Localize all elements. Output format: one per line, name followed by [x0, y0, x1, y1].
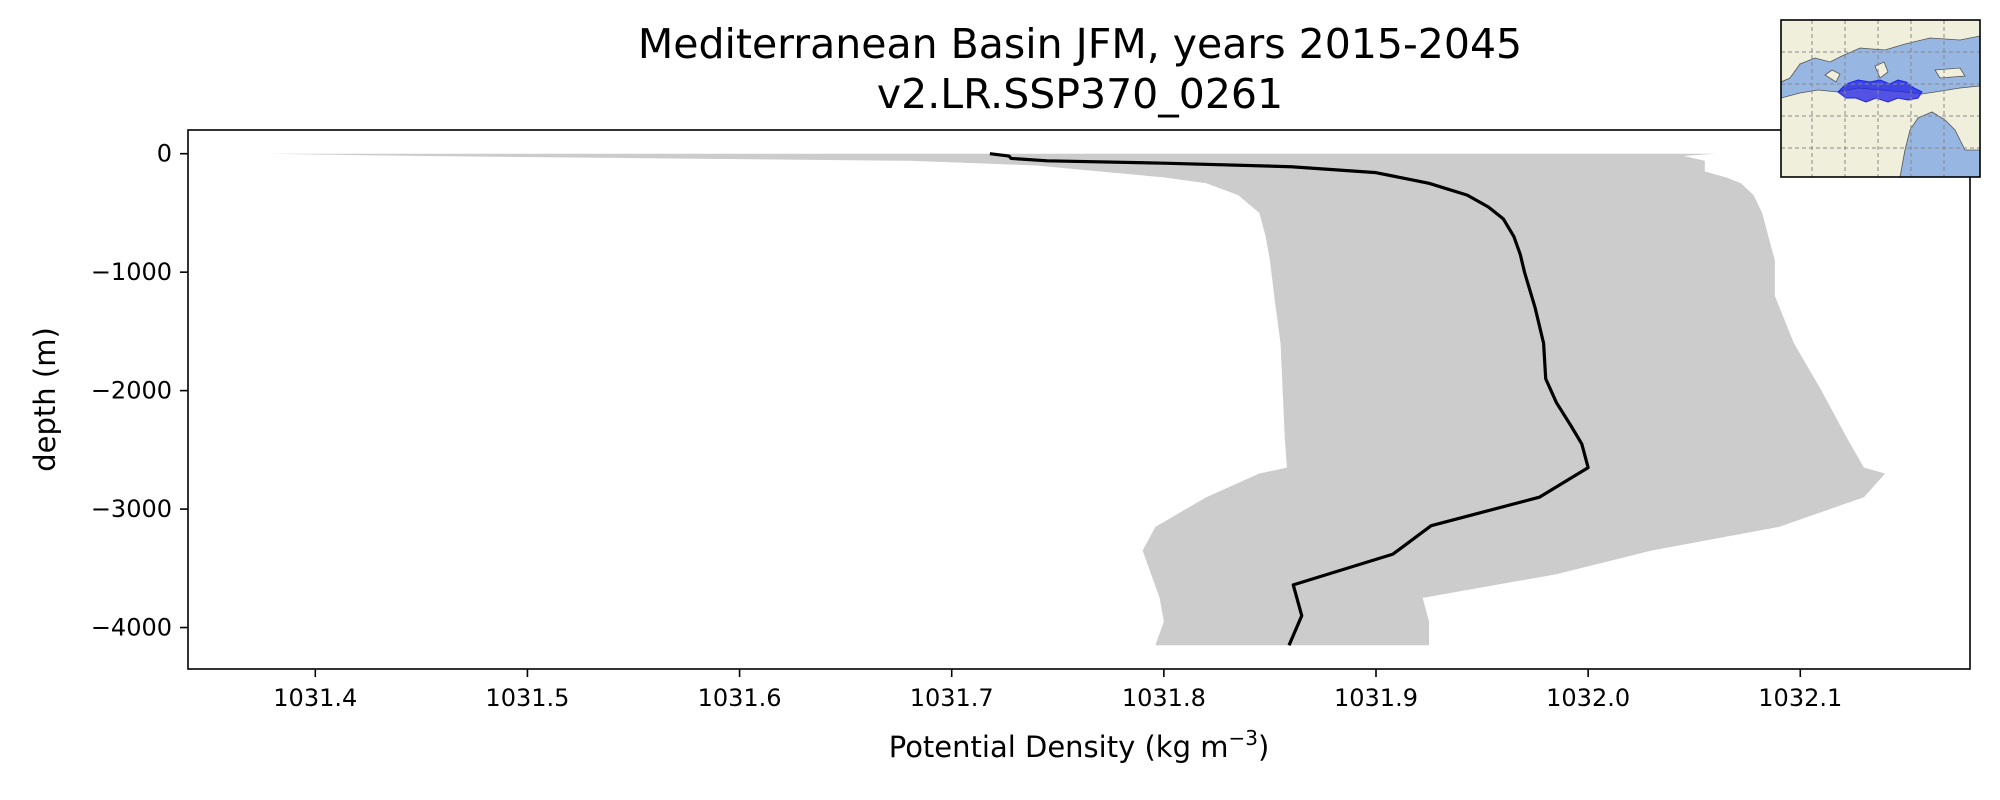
x-axis-ticks: 1031.4 1031.5 1031.6 1031.7 1031.8 1031.9 1032… — [273, 669, 1842, 712]
y-tick-label: −3000 — [91, 495, 172, 523]
y-tick-label: 0 — [157, 140, 172, 168]
y-axis-ticks: 0 −1000 −2000 −3000 −4000 — [91, 140, 188, 642]
y-tick-label: −1000 — [91, 258, 172, 286]
x-axis-label-main: Potential Density (kg m — [889, 730, 1229, 764]
chart-title: Mediterranean Basin JFM, years 2015-2045 — [637, 20, 1523, 68]
x-tick-label: 1032.1 — [1758, 684, 1842, 712]
x-axis-label-end: ) — [1258, 730, 1269, 764]
x-axis-label: Potential Density (kg m−3) — [889, 726, 1270, 764]
x-tick-label: 1031.4 — [273, 684, 357, 712]
inset-map — [1780, 19, 1981, 178]
area-layer — [268, 153, 1886, 646]
y-axis-label: depth (m) — [28, 327, 62, 472]
mean-profile-line — [989, 152, 1590, 646]
x-tick-label: 1031.9 — [1334, 684, 1418, 712]
y-tick-label: −4000 — [91, 614, 172, 642]
axes-frame — [187, 129, 1971, 670]
x-tick-label: 1031.7 — [910, 684, 994, 712]
x-tick-label: 1031.6 — [698, 684, 782, 712]
y-tick-label: −2000 — [91, 377, 172, 405]
inset-frame — [1780, 19, 1981, 178]
x-tick-label: 1032.0 — [1546, 684, 1630, 712]
inset-mediterranean-highlight — [1837, 79, 1923, 103]
x-axis-label-sup: −3 — [1228, 726, 1257, 750]
area-range-band — [268, 153, 1886, 646]
line-layer — [989, 152, 1590, 646]
inset-gridlines — [1781, 20, 1980, 177]
chart-subtitle: v2.LR.SSP370_0261 — [876, 70, 1284, 118]
x-tick-label: 1031.8 — [1122, 684, 1206, 712]
x-tick-label: 1031.5 — [485, 684, 569, 712]
plot-area — [268, 152, 1886, 646]
